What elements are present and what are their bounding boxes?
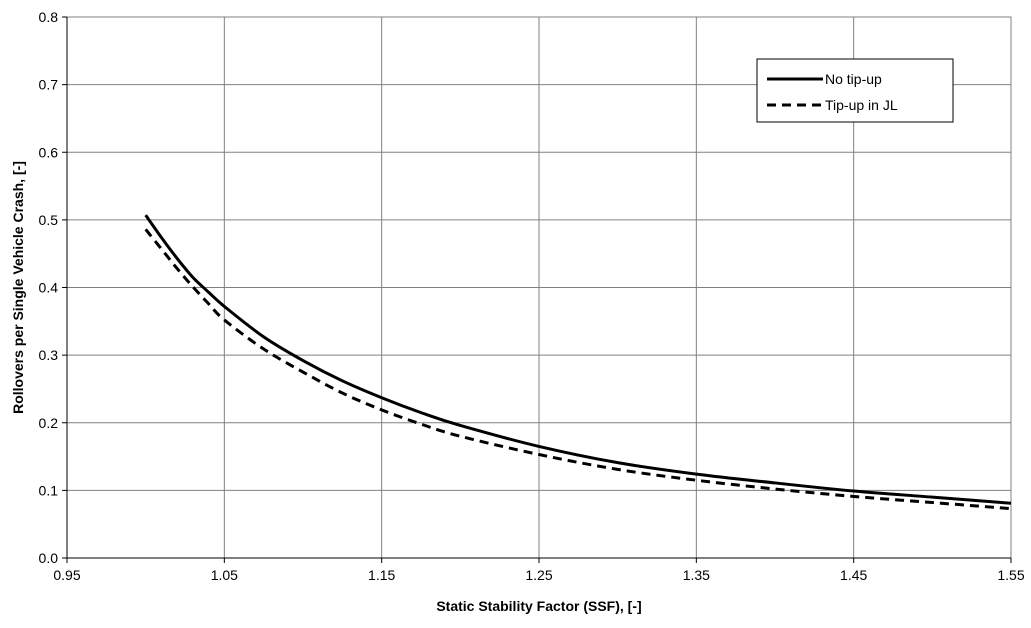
y-tick-label: 0.7 [39, 77, 59, 93]
legend-label-no-tip-up: No tip-up [825, 71, 882, 87]
series-no-tip-up [144, 214, 1012, 505]
axes [62, 16, 1012, 563]
y-tick-label: 0.8 [39, 9, 59, 25]
x-axis-title: Static Stability Factor (SSF), [-] [436, 598, 641, 614]
x-tick-label: 1.35 [683, 567, 710, 583]
x-tick-label: 1.15 [368, 567, 395, 583]
legend: No tip-up Tip-up in JL [756, 58, 954, 123]
x-tick-label: 1.25 [525, 567, 552, 583]
y-tick-label: 0.6 [39, 144, 59, 160]
y-tick-label: 0.5 [39, 212, 59, 228]
series-lines [144, 214, 1012, 511]
series-tip-up-in-jl [144, 228, 1012, 511]
y-tick-label: 0.0 [39, 550, 59, 566]
y-tick-label: 0.2 [39, 415, 59, 431]
x-tick-label: 0.95 [53, 567, 80, 583]
y-tick-label: 0.3 [39, 347, 59, 363]
x-tick-label: 1.45 [840, 567, 867, 583]
y-tick-label: 0.1 [39, 482, 59, 498]
x-tick-label: 1.55 [997, 567, 1024, 583]
x-tick-label: 1.05 [211, 567, 238, 583]
y-tick-label: 0.4 [39, 280, 59, 296]
y-axis-title: Rollovers per Single Vehicle Crash, [-] [10, 161, 26, 414]
tick-labels: 0.0 0.1 0.2 0.3 0.4 0.5 0.6 0.7 0.8 0.95 1.05 1.15 1… [39, 9, 1025, 583]
legend-box [756, 58, 954, 123]
legend-label-tip-up-in-jl: Tip-up in JL [825, 97, 898, 113]
